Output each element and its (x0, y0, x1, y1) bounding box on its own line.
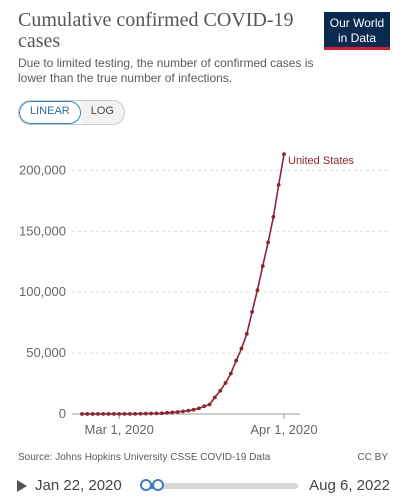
data-point (260, 264, 265, 268)
chart-title: Cumulative confirmed COVID-19 cases (18, 9, 294, 52)
data-point (197, 406, 201, 411)
data-point (239, 346, 244, 351)
timeline-track[interactable] (146, 483, 298, 489)
data-point (85, 412, 90, 416)
data-point (127, 411, 132, 416)
y-tick-label: 200,000 (19, 162, 66, 177)
data-point (122, 411, 127, 416)
x-tick-label: Mar 1, 2020 (85, 422, 154, 437)
y-tick-label: 100,000 (19, 284, 66, 299)
data-point (255, 288, 260, 293)
data-point (111, 412, 116, 416)
data-point (80, 412, 84, 416)
timeline-selected-range (146, 483, 159, 489)
data-point (106, 412, 111, 416)
data-point (175, 410, 180, 414)
logo-line-2: in Data (337, 31, 377, 45)
license-label[interactable]: CC BY (357, 452, 388, 463)
data-point (223, 381, 228, 385)
log-scale-button[interactable]: LOG (80, 101, 124, 124)
data-point (138, 411, 143, 416)
data-point (96, 412, 100, 416)
series-line-united-states (81, 154, 285, 415)
data-point (271, 215, 276, 219)
data-point (186, 408, 191, 413)
source-note[interactable]: Source: Johns Hopkins University CSSE CO… (18, 452, 271, 463)
data-point (181, 409, 185, 414)
data-point (133, 411, 138, 416)
line-chart: 0 50,000 100,000 150,000 200,000 Mar 1, 2020 A… (19, 152, 390, 437)
data-point (207, 402, 212, 407)
data-point (266, 240, 270, 245)
play-icon[interactable] (17, 480, 27, 492)
timeline: Jan 22, 2020 Aug 6, 2022 (0, 474, 407, 498)
data-point (101, 412, 106, 416)
data-point (276, 182, 281, 187)
y-tick-label: 50,000 (26, 345, 66, 360)
data-point (143, 411, 148, 416)
timeline-start-handle[interactable] (140, 479, 152, 491)
data-point (90, 412, 95, 416)
data-point (250, 310, 255, 314)
data-point (165, 410, 169, 415)
scale-toggle: LINEAR LOG (18, 100, 125, 125)
series-label-united-states: United States (288, 155, 355, 167)
x-tick-label: Apr 1, 2020 (250, 422, 317, 437)
logo-line-1: Our World (329, 16, 385, 30)
y-tick-label: 0 (59, 406, 66, 421)
timeline-end-label: Aug 6, 2022 (309, 477, 390, 494)
data-point (170, 410, 175, 415)
timeline-start-label: Jan 22, 2020 (35, 477, 122, 494)
data-point (154, 411, 159, 416)
chart-subtitle: Due to limited testing, the number of co… (18, 56, 314, 85)
data-point (244, 331, 249, 336)
data-point (149, 411, 154, 416)
data-point (202, 404, 207, 409)
data-point (191, 407, 196, 412)
owid-logo[interactable]: Our World in Data (324, 12, 390, 50)
timeline-end-handle[interactable] (152, 479, 165, 491)
data-point (212, 395, 217, 400)
linear-scale-button[interactable]: LINEAR (19, 101, 81, 124)
data-point (234, 358, 239, 363)
data-point (218, 388, 223, 393)
data-point (282, 152, 286, 157)
data-point (117, 412, 122, 416)
data-point (159, 411, 164, 416)
data-point (228, 371, 233, 376)
y-tick-label: 150,000 (19, 223, 66, 238)
